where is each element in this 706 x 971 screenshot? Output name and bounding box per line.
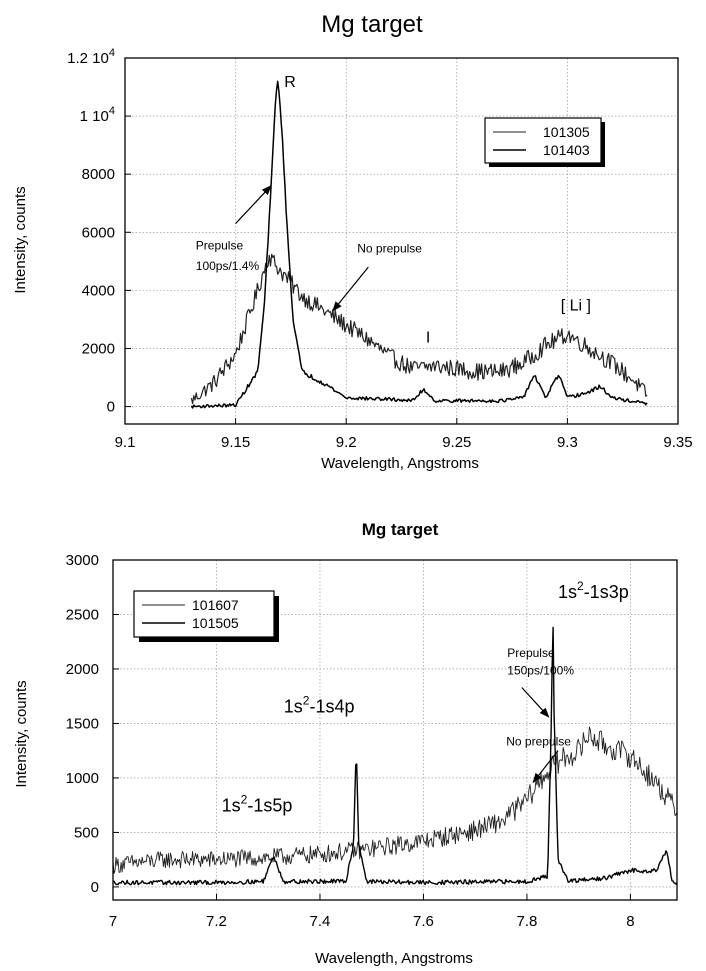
- x-tick-label: 7.4: [310, 913, 331, 930]
- legend-label-101505: 101505: [192, 615, 239, 631]
- series-101305: [190, 253, 648, 405]
- y-tick-label: 1500: [66, 715, 99, 732]
- y-ticks: 0 500 1000 1500 2000 2500 3000: [66, 552, 119, 896]
- annotation-label: No prepulse: [506, 734, 571, 748]
- x-tick-label: 7.8: [517, 913, 538, 930]
- x-ticks: 9.1 9.15 9.2 9.25 9.3 9.35: [115, 418, 693, 451]
- x-tick-label: 9.25: [442, 434, 471, 451]
- y-tick-label: 8000: [82, 166, 115, 183]
- plot-frame: [112, 559, 678, 901]
- chart-title: Mg target: [362, 520, 439, 539]
- x-tick-label: 7.6: [413, 913, 434, 930]
- annotation-label: 100ps/1.4%: [196, 259, 260, 273]
- plot-frame: [124, 57, 679, 425]
- annotation-label: No prepulse: [357, 242, 422, 256]
- arrows: [521, 687, 559, 784]
- annotation-arrow: [235, 185, 272, 224]
- x-ticks: 7 7.2 7.4 7.6 7.8 8: [109, 894, 635, 930]
- x-tick-label: 9.15: [221, 434, 250, 451]
- y-tick-label: 2500: [66, 606, 99, 623]
- y-axis-label: Intensity, counts: [13, 680, 30, 787]
- y-axis-label: Intensity, counts: [12, 186, 29, 293]
- legend-label-101305: 101305: [543, 124, 590, 140]
- annotation-label: 150ps/100%: [507, 663, 574, 677]
- x-tick-label: 7.2: [206, 913, 227, 930]
- legend-box: [484, 117, 602, 164]
- x-tick-label: 9.1: [115, 434, 136, 451]
- annotation-label: 1s2-1s4p: [284, 694, 355, 717]
- y-tick-label: 2000: [82, 340, 115, 357]
- annotations: R Prepulse 100ps/1.4% No prepulse I [ Li ]: [196, 74, 591, 347]
- y-tick-label: 3000: [66, 552, 99, 569]
- x-tick-label: 9.2: [336, 434, 357, 451]
- legend-label-101607: 101607: [192, 597, 239, 613]
- legend: 101305 101403: [484, 117, 605, 167]
- annotation-label: 1s2-1s3p: [558, 579, 629, 602]
- x-axis-label: Wavelength, Angstroms: [315, 950, 473, 967]
- y-tick-label: 1000: [66, 770, 99, 787]
- series-lines: [112, 626, 678, 886]
- series-lines: [190, 80, 648, 409]
- y-tick-label: 0: [107, 399, 115, 416]
- annotation-label: [ Li ]: [561, 298, 591, 315]
- y-tick-label: 0: [91, 879, 99, 896]
- x-tick-label: 7: [109, 913, 117, 930]
- x-tick-label: 9.3: [557, 434, 578, 451]
- y-tick-label: 1.2 104: [67, 47, 115, 67]
- legend-label-101403: 101403: [543, 142, 590, 158]
- series-101505: [112, 626, 678, 886]
- legend-box: [133, 590, 275, 638]
- annotation-label: 1s2-1s5p: [222, 793, 293, 816]
- series-101607: [112, 726, 678, 874]
- x-tick-label: 8: [626, 913, 634, 930]
- annotation-arrow: [332, 266, 369, 312]
- y-tick-label: 4000: [82, 282, 115, 299]
- arrows: [235, 185, 369, 312]
- y-tick-label: 2000: [66, 661, 99, 678]
- chart-title: Mg target: [321, 11, 423, 38]
- x-axis-label: Wavelength, Angstroms: [321, 455, 479, 472]
- annotation-arrow: [521, 687, 550, 718]
- y-tick-label: 6000: [82, 224, 115, 241]
- chart-top: Mg target 9.1 9.15 9.2 9.25 9.3 9.35 0 2000 400…: [12, 11, 693, 472]
- y-tick-label: 1 104: [80, 105, 115, 125]
- annotation-arrow: [532, 750, 559, 784]
- x-tick-label: 9.35: [663, 434, 692, 451]
- annotation-label: R: [284, 74, 296, 91]
- annotation-label: I: [426, 330, 430, 347]
- annotation-label: Prepulse: [196, 239, 244, 253]
- annotation-label: Prepulse: [507, 646, 555, 660]
- y-ticks: 0 2000 4000 6000 8000 1 104 1.2 104: [67, 47, 131, 416]
- annotations: 1s2-1s3p 1s2-1s4p 1s2-1s5p Prepulse 150ps/10…: [222, 579, 629, 816]
- chart-bottom: Mg target 7 7.2 7.4 7.6 7.8 8 0 500 1000 1500 200…: [13, 520, 678, 967]
- legend: 101607 101505: [133, 590, 279, 642]
- y-tick-label: 500: [74, 824, 99, 841]
- series-101403: [190, 80, 648, 409]
